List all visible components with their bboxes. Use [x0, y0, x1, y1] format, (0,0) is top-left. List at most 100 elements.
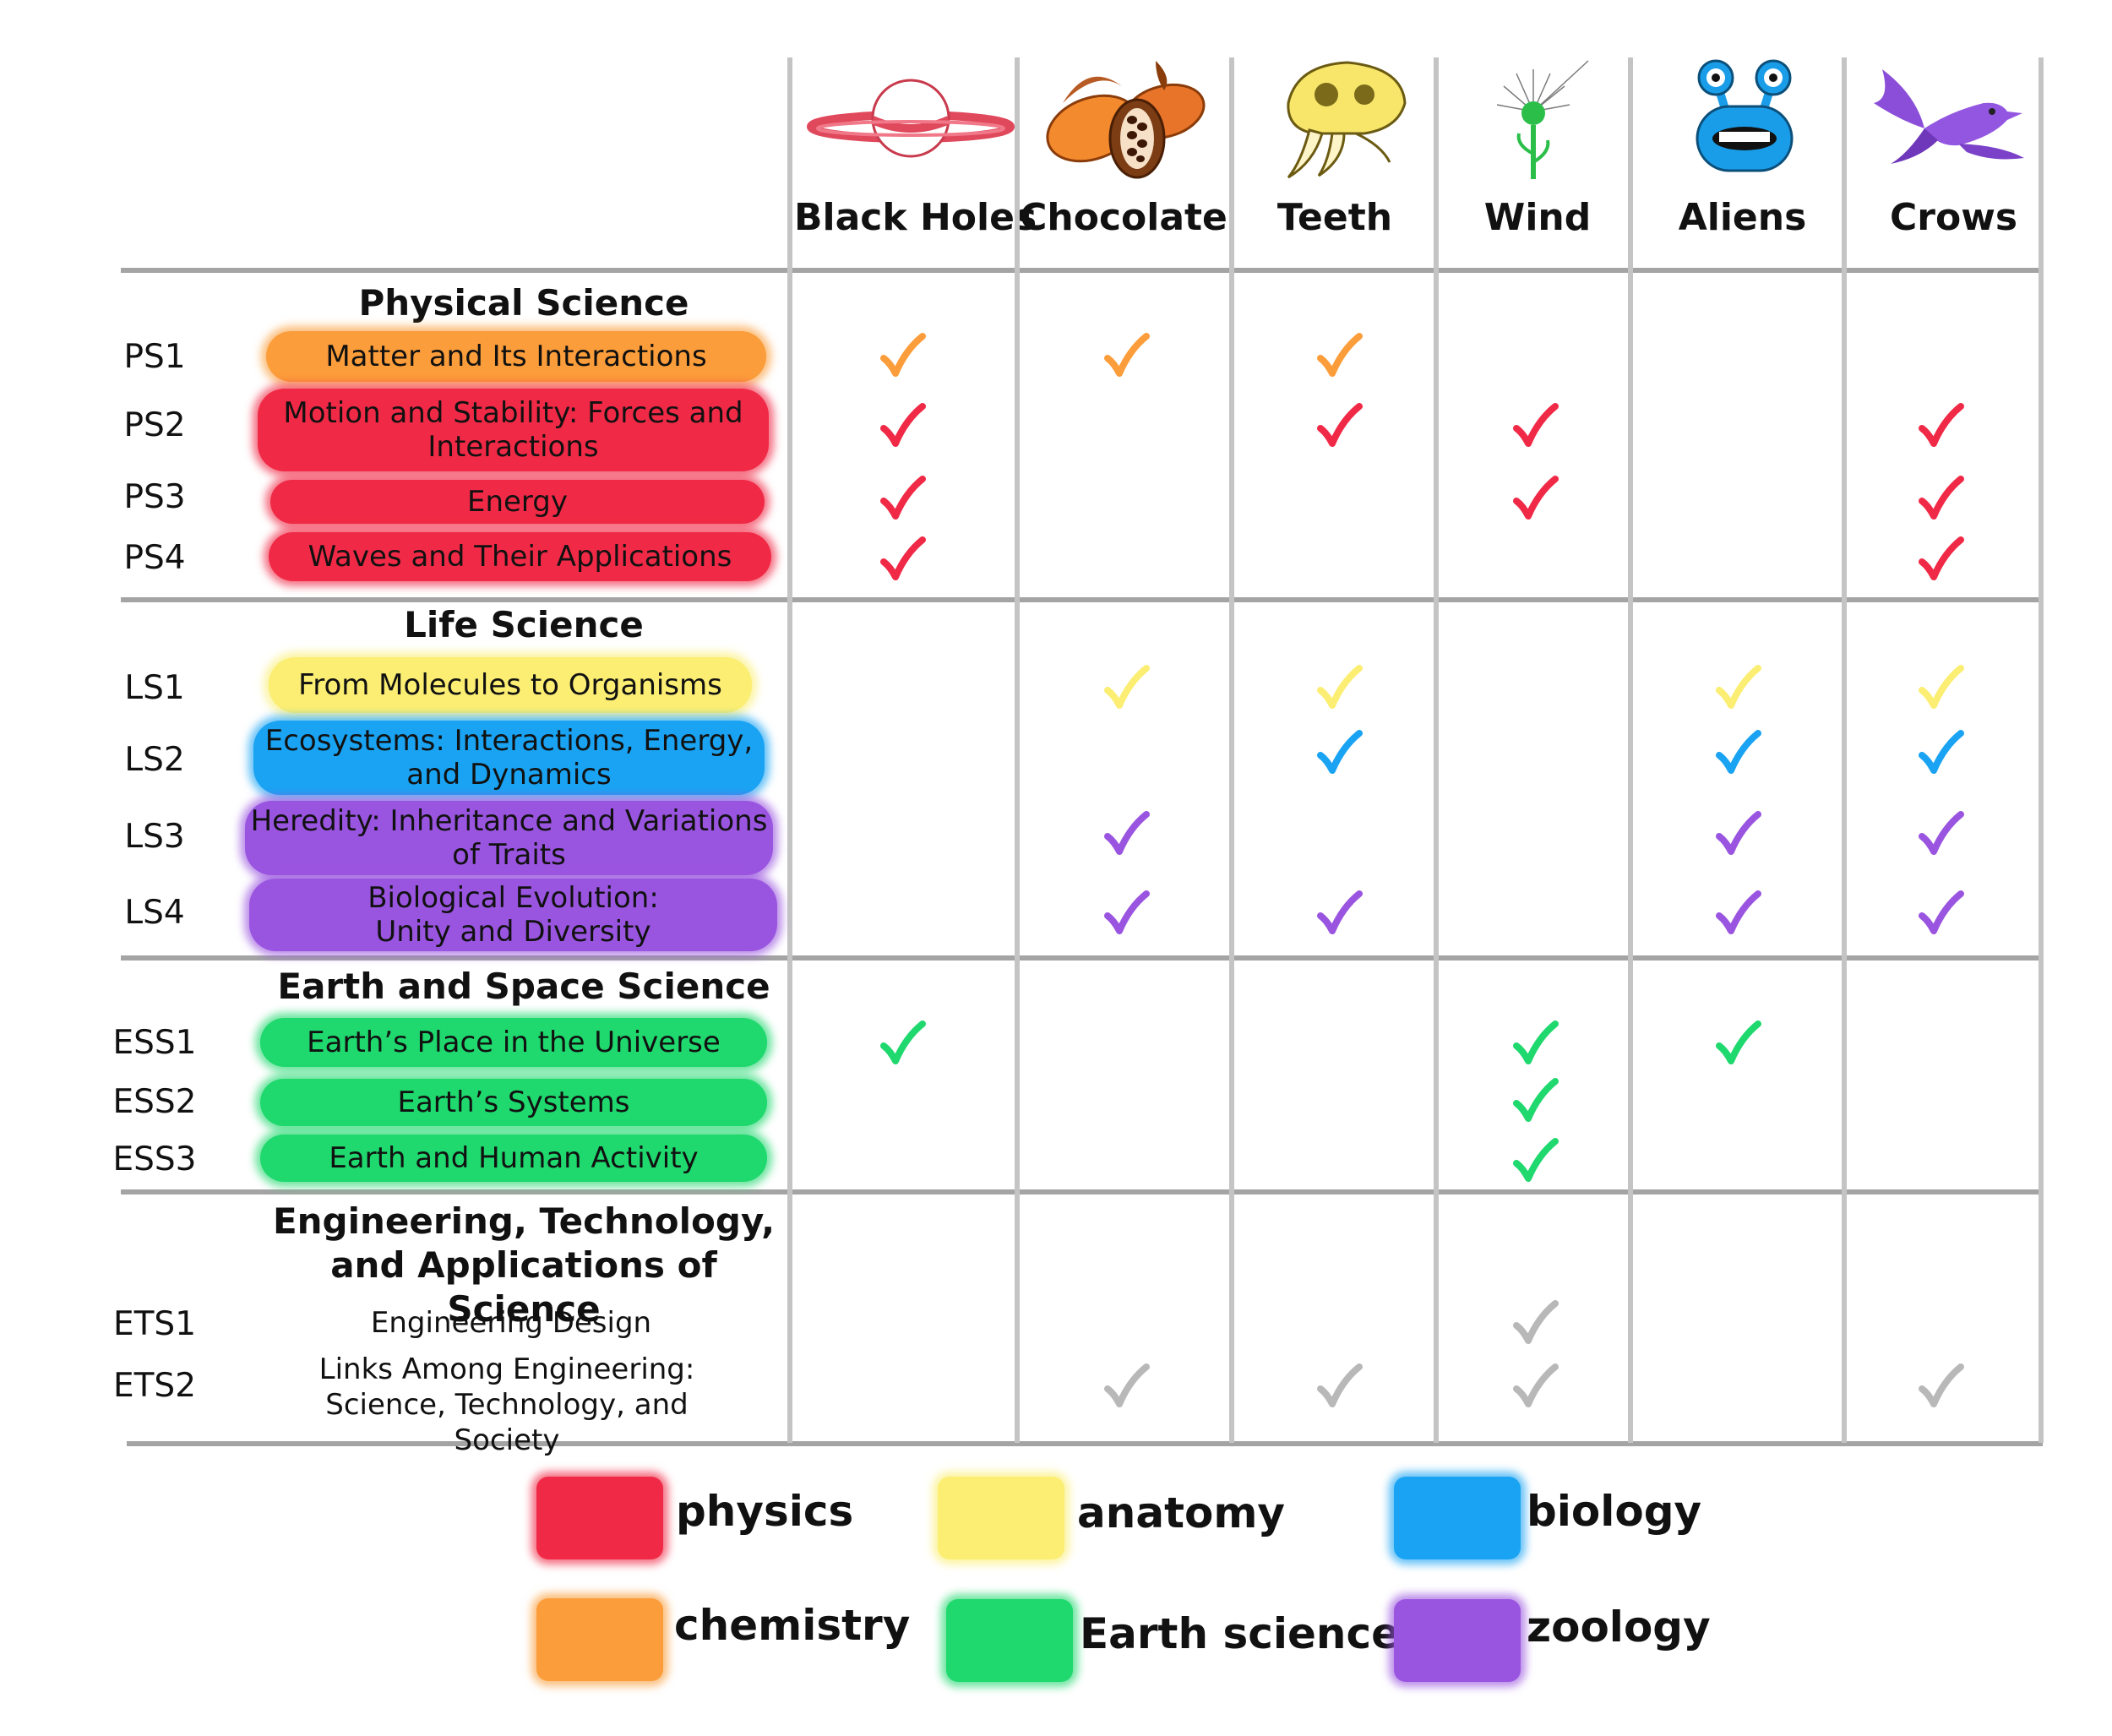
- table-bottom-line: [127, 1441, 2043, 1446]
- legend-swatch-physics: [536, 1477, 663, 1559]
- column-header-wind: Wind: [1483, 196, 1592, 239]
- row-code-ls3: LS3: [124, 818, 185, 856]
- row-label-ess1: Earth’s Place in the Universe: [260, 1018, 767, 1067]
- legend-swatch-biology: [1394, 1477, 1521, 1559]
- row-code-ess3: ESS3: [112, 1140, 197, 1178]
- check-mark-icon: [1915, 889, 1966, 939]
- row-label-ps3: Energy: [270, 480, 765, 524]
- legend-swatch-zoology: [1394, 1599, 1521, 1682]
- legend-swatch-earth-science: [946, 1599, 1073, 1682]
- row-label-ps1: Matter and Its Interactions: [266, 331, 766, 382]
- check-mark-icon: [877, 474, 928, 525]
- check-mark-icon: [1915, 1362, 1966, 1412]
- column-divider: [1842, 57, 1847, 1443]
- check-mark-icon: [877, 535, 928, 585]
- column-divider: [1628, 57, 1633, 1443]
- row-label-ets1: Engineering Design: [370, 1306, 652, 1340]
- row-label-ess2: Earth’s Systems: [260, 1079, 767, 1126]
- column-divider: [787, 57, 792, 1443]
- check-mark-icon: [1101, 663, 1151, 714]
- column-divider: [1015, 57, 1020, 1443]
- check-mark-icon: [1101, 331, 1151, 382]
- check-mark-icon: [1314, 401, 1364, 452]
- check-mark-icon: [1314, 331, 1364, 382]
- check-mark-icon: [1510, 401, 1560, 452]
- legend-label-chemistry: chemistry: [674, 1601, 911, 1650]
- column-header-chocolate: Chocolate: [1020, 196, 1227, 239]
- bird-icon: [1857, 52, 2026, 179]
- row-code-ps4: PS4: [123, 539, 186, 577]
- legend-label-biology: biology: [1527, 1487, 1702, 1536]
- check-mark-icon: [1915, 401, 1966, 452]
- section-title-life-science: Life Science: [404, 604, 644, 645]
- legend-label-physics: physics: [676, 1487, 854, 1536]
- row-code-ps3: PS3: [123, 478, 186, 516]
- row-code-ess1: ESS1: [112, 1024, 197, 1062]
- column-header-crows: Crows: [1889, 196, 2018, 239]
- column-header-aliens: Aliens: [1678, 196, 1807, 239]
- row-code-ess2: ESS2: [112, 1083, 197, 1121]
- check-mark-icon: [1510, 474, 1560, 525]
- check-mark-icon: [1510, 1362, 1560, 1412]
- check-mark-icon: [1510, 1298, 1560, 1349]
- row-label-ps2: Motion and Stability: Forces and Interac…: [258, 389, 769, 471]
- row-label-ess3: Earth and Human Activity: [260, 1135, 767, 1182]
- check-mark-icon: [1510, 1019, 1560, 1069]
- section-title-engineering: Engineering, Technology, and Application…: [272, 1200, 776, 1330]
- check-mark-icon: [1712, 728, 1763, 779]
- check-mark-icon: [877, 401, 928, 452]
- check-mark-icon: [1712, 1019, 1763, 1069]
- check-mark-icon: [1510, 1136, 1560, 1187]
- check-mark-icon: [1101, 889, 1151, 939]
- cacao-pod-icon: [1037, 52, 1215, 179]
- check-mark-icon: [1101, 809, 1151, 860]
- column-divider: [2039, 57, 2044, 1443]
- check-mark-icon: [1712, 809, 1763, 860]
- check-mark-icon: [1915, 663, 1966, 714]
- check-mark-icon: [1915, 728, 1966, 779]
- section-divider-engineering: [121, 1189, 2043, 1195]
- row-label-ls1: From Molecules to Organisms: [269, 657, 752, 713]
- check-mark-icon: [1314, 1362, 1364, 1412]
- column-divider: [1434, 57, 1439, 1443]
- check-mark-icon: [1915, 474, 1966, 525]
- row-code-ps1: PS1: [123, 338, 186, 376]
- column-divider: [1229, 57, 1234, 1443]
- check-mark-icon: [1314, 728, 1364, 779]
- row-label-ps4: Waves and Their Applications: [269, 532, 771, 581]
- dandelion-icon: [1487, 52, 1605, 179]
- row-code-ps2: PS2: [123, 406, 186, 444]
- row-label-ls4: Biological Evolution: Unity and Diversit…: [249, 879, 777, 951]
- row-label-ls3: Heredity: Inheritance and Variations of …: [245, 801, 773, 875]
- alien-icon: [1677, 52, 1812, 179]
- legend-label-zoology: zoology: [1527, 1603, 1711, 1652]
- row-code-ls2: LS2: [124, 741, 185, 779]
- legend-swatch-chemistry: [536, 1598, 663, 1681]
- check-mark-icon: [1101, 1362, 1151, 1412]
- check-mark-icon: [877, 1019, 928, 1069]
- legend-label-anatomy: anatomy: [1077, 1488, 1286, 1537]
- section-divider-earth: [121, 955, 2043, 961]
- row-code-ls1: LS1: [124, 669, 185, 707]
- row-label-ls2: Ecosystems: Interactions, Energy, and Dy…: [253, 721, 765, 795]
- legend-swatch-anatomy: [938, 1477, 1064, 1559]
- section-title-physical-science: Physical Science: [358, 282, 689, 324]
- planet-icon: [803, 52, 1022, 179]
- check-mark-icon: [877, 331, 928, 382]
- check-mark-icon: [1510, 1076, 1560, 1127]
- row-code-ls4: LS4: [124, 894, 185, 932]
- check-mark-icon: [1314, 663, 1364, 714]
- check-mark-icon: [1314, 889, 1364, 939]
- check-mark-icon: [1915, 809, 1966, 860]
- sabertooth-skull-icon: [1263, 52, 1415, 179]
- row-code-ets2: ETS2: [112, 1367, 197, 1405]
- row-code-ets1: ETS1: [112, 1305, 197, 1343]
- section-title-earth-space-science: Earth and Space Science: [277, 966, 770, 1007]
- check-mark-icon: [1712, 663, 1763, 714]
- legend-label-earth-science: Earth science: [1080, 1609, 1401, 1658]
- check-mark-icon: [1915, 535, 1966, 585]
- check-mark-icon: [1712, 889, 1763, 939]
- section-divider-life: [121, 597, 2043, 602]
- column-header-teeth: Teeth: [1276, 196, 1393, 239]
